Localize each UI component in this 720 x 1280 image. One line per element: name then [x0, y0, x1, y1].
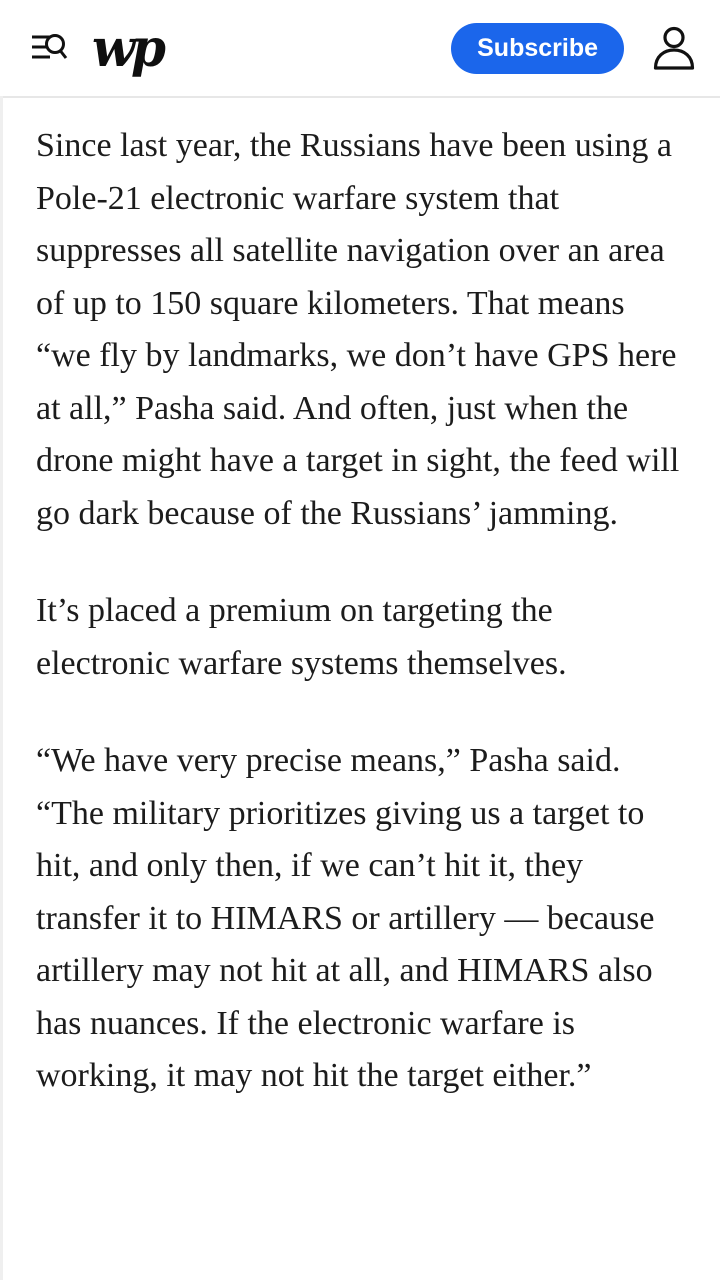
subscribe-button[interactable]: Subscribe	[451, 22, 624, 74]
menu-search-button[interactable]	[28, 28, 68, 68]
wp-logo[interactable]: wp	[92, 16, 166, 79]
article-body: Since last year, the Russians have been …	[0, 98, 720, 1103]
top-nav: wp Subscribe	[0, 0, 720, 96]
article-paragraph: It’s placed a premium on targeting the e…	[36, 592, 567, 682]
header-divider	[0, 96, 720, 98]
article-paragraph: “We have very precise means,” Pasha said…	[36, 742, 655, 1094]
page-left-edge	[0, 96, 3, 1280]
account-button[interactable]	[651, 25, 697, 71]
account-person-icon	[653, 26, 695, 70]
article-paragraph: Since last year, the Russians have been …	[36, 127, 680, 532]
menu-search-icon	[32, 34, 68, 59]
